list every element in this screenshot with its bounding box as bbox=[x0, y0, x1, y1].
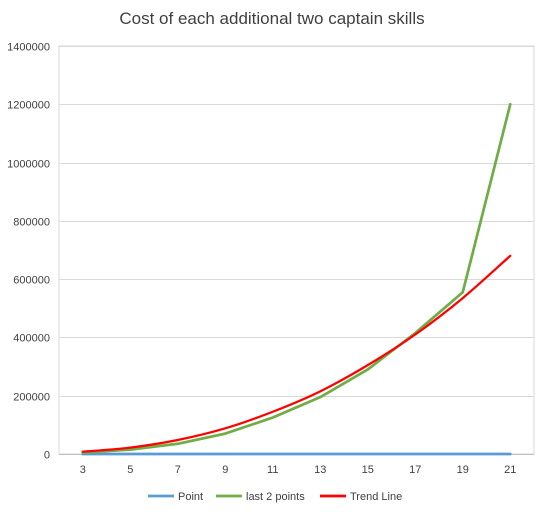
data-point bbox=[366, 368, 369, 371]
plot-area-border bbox=[58, 45, 535, 455]
data-point bbox=[129, 453, 132, 456]
data-point bbox=[461, 453, 464, 456]
x-tick-label: 21 bbox=[504, 464, 516, 476]
data-point bbox=[414, 333, 417, 336]
x-tick-label: 17 bbox=[409, 464, 421, 476]
y-tick-label: 600000 bbox=[13, 275, 50, 287]
y-tick-label: 1000000 bbox=[7, 159, 50, 171]
data-point bbox=[319, 390, 322, 393]
legend-label: Point bbox=[178, 491, 203, 503]
chart-title: Cost of each additional two captain skil… bbox=[119, 9, 424, 28]
data-point bbox=[461, 291, 464, 294]
x-tick-label: 7 bbox=[175, 464, 181, 476]
y-tick-label: 1200000 bbox=[7, 100, 50, 112]
x-tick-label: 5 bbox=[127, 464, 133, 476]
data-point bbox=[81, 450, 84, 453]
data-point bbox=[224, 427, 227, 430]
x-tick-label: 9 bbox=[222, 464, 228, 476]
legend-label: Trend Line bbox=[350, 491, 402, 503]
data-point bbox=[176, 453, 179, 456]
x-tick-label: 3 bbox=[80, 464, 86, 476]
data-point bbox=[509, 103, 512, 106]
data-point bbox=[271, 410, 274, 413]
data-point bbox=[414, 453, 417, 456]
x-tick-label: 15 bbox=[362, 464, 374, 476]
data-point bbox=[224, 453, 227, 456]
series-line-last-2-points bbox=[81, 102, 512, 454]
data-point bbox=[271, 453, 274, 456]
data-point bbox=[509, 453, 512, 456]
data-point bbox=[509, 254, 512, 257]
gridlines bbox=[58, 45, 535, 455]
series-line-trend-line bbox=[81, 254, 512, 453]
series-lines bbox=[81, 102, 512, 456]
axes: 0 200000 400000 600000 800000 1000000 1200000 1… bbox=[7, 42, 534, 476]
data-point bbox=[461, 297, 464, 300]
data-point bbox=[366, 364, 369, 367]
y-tick-label: 1400000 bbox=[7, 42, 50, 54]
data-point bbox=[319, 453, 322, 456]
data-point bbox=[319, 396, 322, 399]
data-point bbox=[129, 446, 132, 449]
y-tick-label: 400000 bbox=[13, 333, 50, 345]
y-tick-label: 200000 bbox=[13, 392, 50, 404]
x-tick-label: 19 bbox=[457, 464, 469, 476]
data-point bbox=[176, 442, 179, 445]
data-point bbox=[271, 416, 274, 419]
legend-label: last 2 points bbox=[246, 491, 305, 503]
y-tick-label: 800000 bbox=[13, 217, 50, 229]
y-tick-label: 0 bbox=[44, 450, 50, 462]
data-point bbox=[366, 453, 369, 456]
data-point bbox=[176, 439, 179, 442]
x-tick-label: 11 bbox=[267, 464, 278, 476]
data-point bbox=[224, 432, 227, 435]
x-tick-label: 13 bbox=[314, 464, 326, 476]
legend: Point last 2 points Trend Line bbox=[148, 491, 402, 503]
